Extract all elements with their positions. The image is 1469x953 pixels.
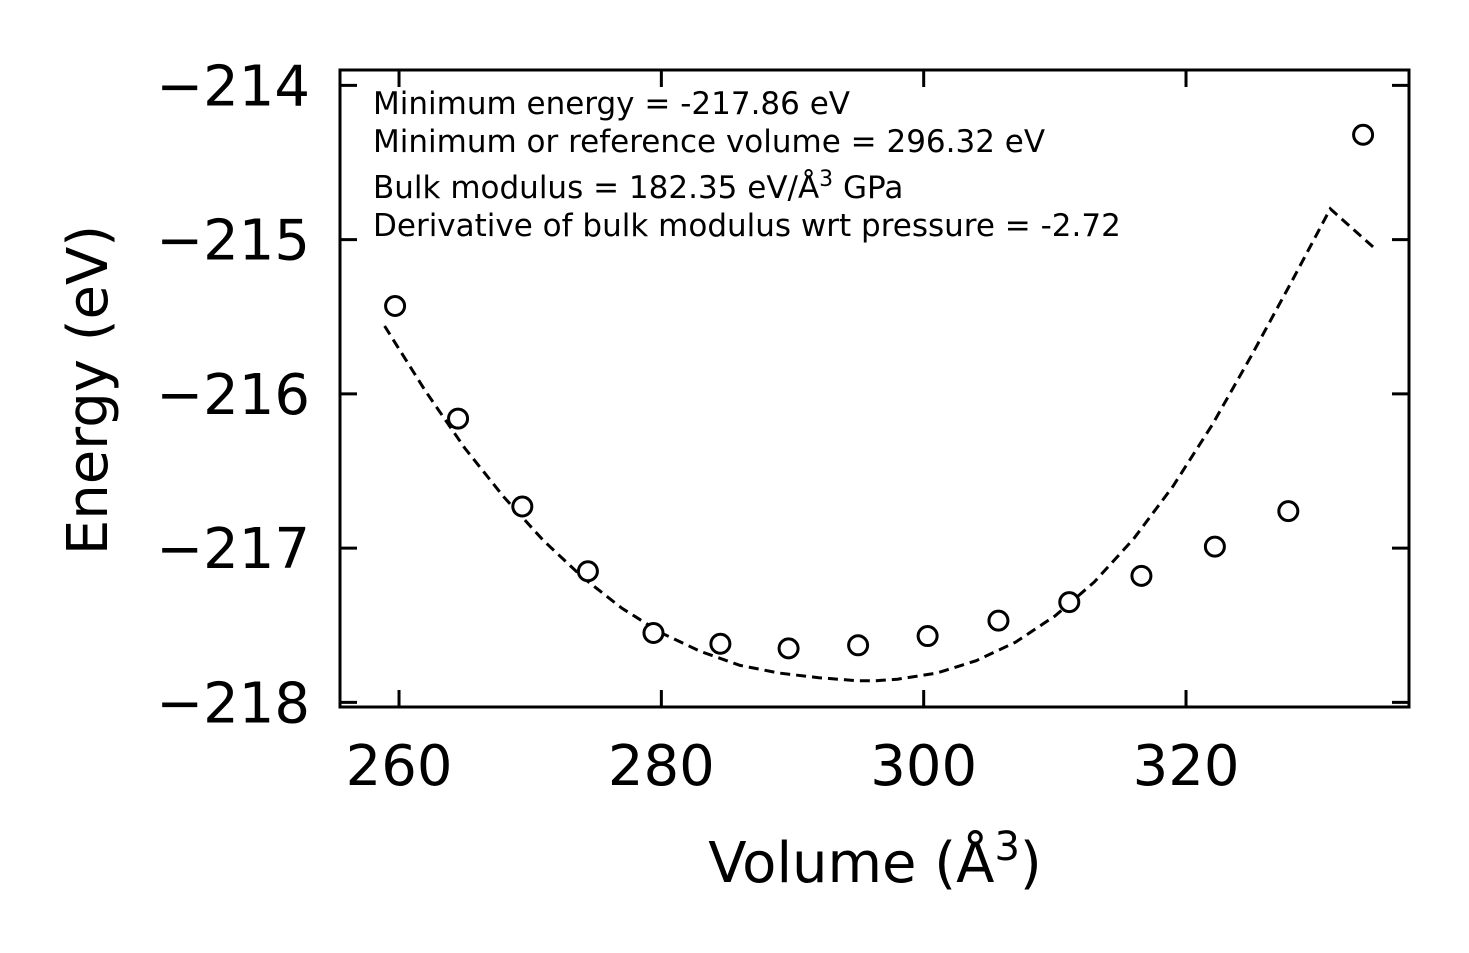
annotation-bulk-modulus-text: Bulk modulus = 182.35 eV/Å (373, 170, 819, 206)
x-axis-label-suffix: ) (1020, 831, 1042, 896)
y-tick-label: −218 (156, 671, 310, 736)
data-point (1352, 123, 1375, 146)
y-axis-label: Energy (eV) (56, 225, 121, 555)
data-point (1058, 591, 1081, 614)
axis-tick-labels: 260 280 300 320 −218 −217 −216 −215 −214 (156, 54, 1239, 799)
annotation-bulk-modulus-unit: GPa (833, 170, 903, 206)
data-points (384, 123, 1375, 660)
data-point (1277, 500, 1300, 523)
y-tick-label: −214 (156, 54, 310, 119)
data-point (642, 621, 665, 644)
x-tick-label: 300 (870, 734, 977, 799)
x-axis-label-sup: 3 (994, 824, 1019, 870)
plot-frame (338, 68, 1411, 709)
annotation-bulk-derivative: Derivative of bulk modulus wrt pressure … (373, 208, 1121, 244)
annotation-bulk-modulus-sup: 3 (819, 167, 833, 192)
data-point (777, 637, 800, 660)
annotation-min-volume: Minimum or reference volume = 296.32 eV (373, 124, 1045, 160)
data-point (916, 625, 939, 648)
data-point (1130, 564, 1153, 587)
annotation-bulk-modulus: Bulk modulus = 182.35 eV/Å3 GPa (373, 167, 903, 206)
data-point (709, 632, 732, 655)
x-tick-label: 280 (608, 734, 715, 799)
x-axis-label: Volume (Å3) (708, 824, 1042, 896)
data-point (447, 407, 470, 430)
x-tick-label: 260 (346, 734, 453, 799)
x-axis-label-text: Volume (Å (708, 830, 994, 896)
data-point (511, 495, 534, 518)
y-tick-label: −217 (156, 517, 310, 582)
data-point (1203, 535, 1226, 558)
annotation-min-energy: Minimum energy = -217.86 eV (373, 86, 850, 122)
axis-ticks (340, 70, 1409, 707)
data-point (987, 609, 1010, 632)
x-tick-label: 320 (1133, 734, 1240, 799)
y-tick-label: −216 (156, 363, 310, 428)
data-point (847, 634, 870, 657)
data-point (384, 294, 407, 317)
data-point (576, 560, 599, 583)
fit-curve (383, 206, 1375, 683)
y-tick-label: −215 (156, 209, 310, 274)
